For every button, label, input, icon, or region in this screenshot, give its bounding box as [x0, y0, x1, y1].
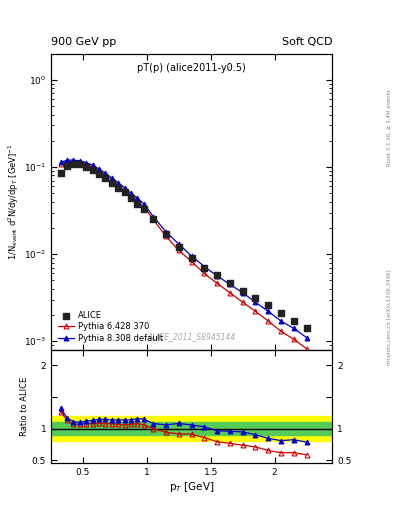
Pythia 8.308 default: [71, 157, 76, 163]
Pythia 6.428 370: [97, 168, 101, 174]
ALICE: [128, 194, 134, 202]
Pythia 6.428 370: [77, 159, 82, 165]
ALICE: [115, 183, 121, 191]
ALICE: [176, 243, 182, 251]
Bar: [51, 416, 332, 441]
Pythia 6.428 370: [176, 247, 181, 253]
Pythia 6.428 370: [141, 204, 146, 210]
Pythia 6.428 370: [103, 173, 108, 179]
Pythia 8.308 default: [151, 214, 156, 220]
Pythia 8.308 default: [241, 290, 245, 296]
Pythia 8.308 default: [109, 175, 114, 181]
Pythia 6.428 370: [58, 161, 63, 167]
ALICE: [227, 279, 233, 287]
ALICE: [134, 200, 140, 208]
Pythia 6.428 370: [202, 270, 207, 276]
Pythia 8.308 default: [215, 273, 219, 279]
ALICE: [265, 301, 271, 309]
Pythia 6.428 370: [151, 217, 156, 223]
Y-axis label: Ratio to ALICE: Ratio to ALICE: [20, 377, 29, 436]
ALICE: [121, 188, 128, 197]
Pythia 8.308 default: [228, 281, 232, 287]
ALICE: [70, 160, 77, 168]
Text: 900 GeV pp: 900 GeV pp: [51, 37, 116, 47]
ALICE: [189, 254, 195, 262]
Pythia 8.308 default: [65, 157, 70, 163]
Pythia 6.428 370: [163, 233, 168, 240]
Pythia 8.308 default: [122, 184, 127, 190]
Bar: [51, 422, 332, 435]
ALICE: [83, 163, 89, 171]
Text: pT(p) (alice2011-y0.5): pT(p) (alice2011-y0.5): [137, 62, 246, 73]
Pythia 8.308 default: [77, 158, 82, 164]
Pythia 8.308 default: [129, 190, 133, 196]
Pythia 8.308 default: [253, 299, 258, 305]
X-axis label: p$_T$ [GeV]: p$_T$ [GeV]: [169, 480, 214, 494]
Line: Pythia 8.308 default: Pythia 8.308 default: [58, 158, 309, 340]
Pythia 6.428 370: [241, 299, 245, 305]
Text: mcplots.cern.ch [arXiv:1306.3436]: mcplots.cern.ch [arXiv:1306.3436]: [387, 270, 392, 365]
ALICE: [201, 264, 208, 272]
Pythia 6.428 370: [71, 158, 76, 164]
Pythia 6.428 370: [189, 259, 194, 265]
Pythia 8.308 default: [304, 334, 309, 340]
ALICE: [291, 317, 297, 325]
Pythia 6.428 370: [228, 290, 232, 296]
Pythia 6.428 370: [266, 318, 270, 324]
Pythia 6.428 370: [65, 158, 70, 164]
Legend: ALICE, Pythia 6.428 370, Pythia 8.308 default: ALICE, Pythia 6.428 370, Pythia 8.308 de…: [55, 308, 165, 346]
ALICE: [303, 324, 310, 332]
Pythia 8.308 default: [90, 162, 95, 168]
ALICE: [214, 270, 220, 279]
ALICE: [278, 309, 284, 317]
Pythia 6.428 370: [122, 187, 127, 194]
ALICE: [163, 230, 169, 238]
Pythia 6.428 370: [90, 164, 95, 170]
ALICE: [252, 294, 259, 303]
Pythia 6.428 370: [116, 182, 121, 188]
Pythia 8.308 default: [266, 308, 270, 314]
Pythia 8.308 default: [84, 160, 88, 166]
ALICE: [77, 160, 83, 168]
ALICE: [150, 216, 156, 224]
ALICE: [57, 169, 64, 177]
Pythia 8.308 default: [141, 201, 146, 207]
Pythia 8.308 default: [116, 180, 121, 186]
Pythia 8.308 default: [103, 170, 108, 176]
Pythia 8.308 default: [58, 159, 63, 165]
Pythia 6.428 370: [304, 346, 309, 352]
ALICE: [96, 170, 102, 178]
Pythia 8.308 default: [163, 229, 168, 235]
ALICE: [90, 166, 96, 174]
Pythia 6.428 370: [292, 336, 296, 343]
Text: Soft QCD: Soft QCD: [282, 37, 332, 47]
Pythia 8.308 default: [202, 264, 207, 270]
Pythia 8.308 default: [292, 325, 296, 331]
ALICE: [141, 205, 147, 213]
Y-axis label: 1/N$_{\rm event}$ d$^2$N/dy/dp$_T$ [GeV]$^{-1}$: 1/N$_{\rm event}$ d$^2$N/dy/dp$_T$ [GeV]…: [7, 143, 21, 260]
Pythia 8.308 default: [279, 318, 283, 324]
ALICE: [64, 162, 70, 170]
Line: Pythia 6.428 370: Pythia 6.428 370: [58, 159, 309, 351]
Pythia 6.428 370: [129, 193, 133, 199]
Pythia 6.428 370: [279, 328, 283, 334]
ALICE: [240, 287, 246, 295]
Pythia 6.428 370: [215, 281, 219, 287]
Pythia 6.428 370: [253, 308, 258, 314]
Pythia 8.308 default: [97, 166, 101, 172]
Text: Rivet 3.1.10, ≥ 3.4M events: Rivet 3.1.10, ≥ 3.4M events: [387, 90, 392, 166]
ALICE: [102, 174, 108, 182]
Pythia 8.308 default: [176, 241, 181, 247]
Text: ALICE_2011_S8945144: ALICE_2011_S8945144: [147, 332, 236, 340]
ALICE: [108, 179, 115, 187]
Pythia 6.428 370: [84, 161, 88, 167]
Pythia 6.428 370: [109, 177, 114, 183]
Pythia 8.308 default: [135, 195, 140, 201]
Pythia 6.428 370: [135, 198, 140, 204]
Pythia 8.308 default: [189, 253, 194, 259]
